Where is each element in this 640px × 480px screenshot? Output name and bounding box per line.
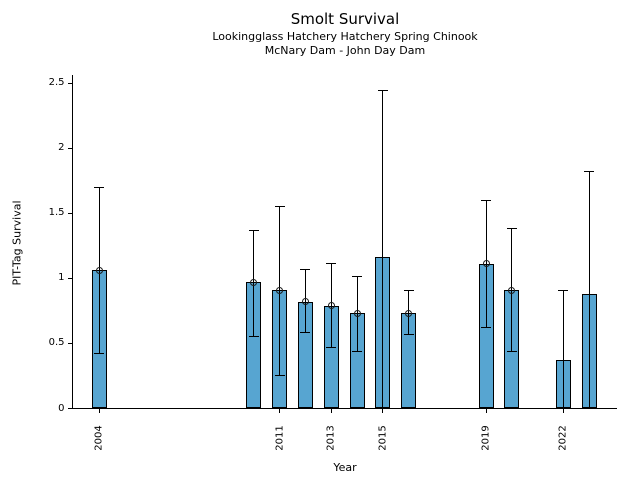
x-tick (98, 409, 100, 413)
error-cap-bottom-2011 (274, 375, 285, 377)
point-marker-2019 (482, 260, 490, 268)
x-tick-label: 2015 (377, 424, 389, 451)
y-axis-label: PIT-Tag Survival (10, 200, 24, 286)
y-tick (68, 212, 72, 214)
error-bar-2022 (562, 290, 564, 409)
y-tick-label: 1 (58, 272, 65, 284)
error-cap-top-2013 (326, 263, 337, 265)
point-marker-2013 (327, 302, 335, 310)
y-tick (68, 342, 72, 344)
error-cap-top-2020 (506, 228, 517, 230)
x-tick (382, 409, 384, 413)
x-tick (330, 409, 332, 413)
point-marker-2020 (508, 286, 516, 294)
point-marker-2016 (405, 309, 413, 317)
y-tick-label: 2.5 (48, 77, 65, 88)
point-marker-2010 (250, 278, 258, 286)
point-marker-2014 (353, 309, 361, 317)
error-cap-top-2023 (584, 171, 595, 173)
y-tick (68, 277, 72, 279)
error-cap-bottom-2004 (94, 353, 104, 355)
y-tick (68, 147, 72, 149)
error-cap-top-2015 (377, 90, 388, 92)
error-cap-bottom-2012 (300, 332, 311, 334)
error-cap-bottom-2013 (326, 346, 337, 348)
y-tick-label: 0.5 (48, 337, 65, 349)
x-tick (562, 409, 564, 413)
error-cap-top-2016 (403, 289, 414, 291)
error-cap-top-2004 (94, 186, 104, 188)
error-cap-top-2014 (352, 276, 362, 278)
chart-subtitle-line1: Lookingglass Hatchery Hatchery Spring Ch… (212, 30, 478, 43)
x-axis-label: Year (333, 461, 357, 474)
error-cap-bottom-2014 (352, 350, 362, 352)
error-cap-bottom-2020 (506, 350, 517, 352)
y-axis-spine (72, 75, 73, 409)
x-tick-label: 2013 (325, 424, 337, 451)
error-bar-2015 (382, 90, 384, 409)
x-tick-label: 2022 (557, 424, 569, 451)
y-tick-label: 1.5 (48, 207, 65, 219)
error-bar-2023 (588, 171, 590, 409)
y-tick-label: 0 (58, 402, 65, 414)
error-cap-top-2019 (481, 199, 491, 201)
error-cap-bottom-2010 (248, 336, 259, 338)
chart-subtitle-line2: McNary Dam - John Day Dam (264, 44, 426, 57)
chart-title: Smolt Survival (290, 10, 400, 28)
x-tick-label: 2004 (93, 424, 105, 451)
y-tick (68, 82, 72, 84)
error-cap-top-2010 (248, 229, 259, 231)
x-tick-label: 2019 (480, 424, 492, 451)
point-marker-2012 (301, 298, 309, 306)
error-cap-top-2011 (274, 206, 285, 208)
x-tick-label: 2011 (274, 424, 286, 451)
point-marker-2011 (276, 286, 284, 294)
y-tick-label: 2 (58, 142, 65, 154)
point-marker-2004 (95, 266, 103, 274)
error-cap-bottom-2016 (403, 333, 414, 335)
error-cap-top-2022 (558, 289, 569, 291)
y-tick (68, 408, 72, 409)
error-cap-top-2012 (300, 268, 311, 270)
x-tick (279, 409, 281, 413)
error-cap-bottom-2019 (481, 327, 491, 329)
x-tick (485, 409, 487, 413)
x-axis-spine (72, 408, 617, 409)
